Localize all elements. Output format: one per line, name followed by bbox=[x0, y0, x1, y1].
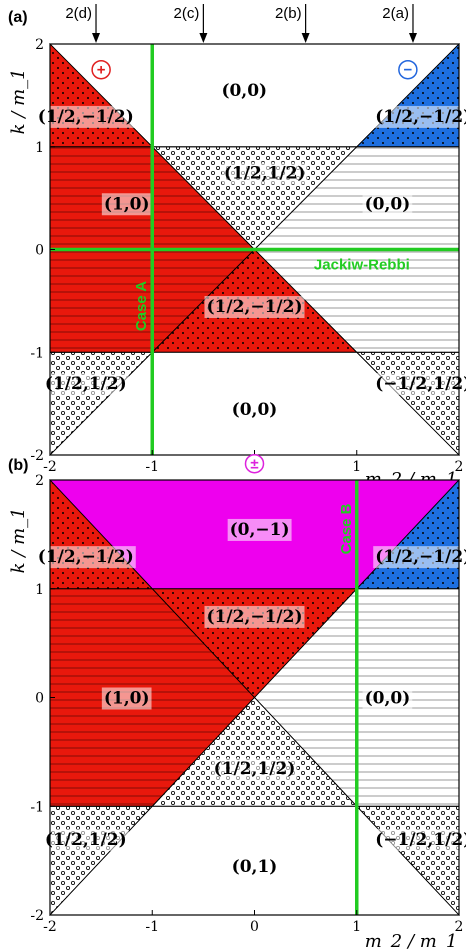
region-label-0: (0,0) bbox=[221, 81, 267, 101]
region-label-bg bbox=[373, 828, 466, 851]
marker-arrowhead-3 bbox=[408, 33, 417, 43]
region-label-bg bbox=[362, 687, 413, 710]
region-label-7: (1/2,−1/2) bbox=[207, 297, 303, 317]
region-label-2: (1/2,−1/2) bbox=[375, 547, 466, 567]
region-label-bg bbox=[204, 296, 305, 319]
region-label-3: (1,0) bbox=[104, 194, 150, 214]
marker-label-2: 2(b) bbox=[275, 5, 302, 22]
region-label-bg bbox=[204, 605, 305, 628]
x-tick-label: 0 bbox=[250, 919, 259, 935]
region-label-0: (0,−1) bbox=[230, 520, 290, 540]
symbol-circle-0 bbox=[244, 453, 265, 474]
symbol-circle-1 bbox=[398, 59, 418, 80]
x-tick-label: -2 bbox=[43, 919, 57, 935]
y-tick-label: 1 bbox=[35, 582, 44, 598]
region-label-1: (1/2,−1/2) bbox=[38, 107, 134, 127]
region-label-10: (−1/2,1/2) bbox=[375, 374, 466, 394]
y-axis-label: k / m_1 bbox=[8, 68, 29, 134]
y-tick-label: 0 bbox=[35, 243, 44, 259]
y-tick-label: 2 bbox=[35, 473, 44, 489]
region-label-9: (0,1) bbox=[232, 857, 278, 877]
region-label-bg bbox=[101, 193, 152, 216]
region-label-bg bbox=[35, 546, 136, 569]
region-label-bg bbox=[42, 828, 129, 851]
x-tick-label: 2 bbox=[455, 919, 464, 935]
y-tick-label: 1 bbox=[35, 140, 44, 156]
x-tick-label: -1 bbox=[145, 459, 159, 475]
region-label-bg bbox=[373, 373, 466, 396]
region-label-2: (1/2,−1/2) bbox=[375, 107, 466, 127]
region-label-bg bbox=[362, 193, 413, 216]
panel-label: (a) bbox=[8, 9, 28, 26]
x-tick-label: 1 bbox=[352, 919, 361, 935]
region-label-8: (−1/2,1/2) bbox=[375, 830, 466, 850]
marker-label-0: 2(d) bbox=[65, 5, 92, 22]
region-label-4: (1,0) bbox=[104, 689, 150, 709]
x-tick-label: -1 bbox=[145, 919, 159, 935]
region-label-bg bbox=[35, 105, 136, 128]
y-tick-label: 0 bbox=[35, 691, 44, 707]
symbol-0: + bbox=[97, 62, 106, 79]
region-label-9: (1/2,1/2) bbox=[45, 374, 127, 394]
y-tick-label: -1 bbox=[30, 345, 44, 361]
region-label-5: (0,0) bbox=[365, 194, 411, 214]
symbol-1: − bbox=[403, 62, 412, 79]
region-label-11: (0,0) bbox=[232, 400, 278, 420]
region-label-5: (0,0) bbox=[365, 689, 411, 709]
panel-a: (0,0) (1/2,−1/2) (1/2,−1/2) (1,0) (1/2,1/2) (… bbox=[8, 4, 466, 490]
region-label-bg bbox=[373, 105, 466, 128]
panel-label: (b) bbox=[8, 457, 28, 474]
y-tick-label: 2 bbox=[35, 37, 44, 53]
case-label-0: Case B bbox=[338, 503, 355, 554]
marker-arrowhead-2 bbox=[301, 33, 310, 43]
region-label-bg bbox=[219, 80, 270, 103]
marker-arrowhead-1 bbox=[199, 33, 208, 43]
region-label-bg bbox=[101, 687, 152, 710]
y-axis-label: k / m_1 bbox=[8, 507, 29, 573]
y-tick-label: -2 bbox=[30, 908, 44, 924]
region-label-bg bbox=[229, 398, 280, 421]
marker-label-1: 2(c) bbox=[174, 5, 200, 22]
region-label-bg bbox=[229, 856, 280, 879]
symbol-circle-0 bbox=[91, 59, 111, 80]
region-label-bg bbox=[221, 162, 308, 185]
y-tick-label: -1 bbox=[30, 799, 44, 815]
marker-arrowhead-0 bbox=[92, 33, 101, 43]
x-tick-label: 1 bbox=[352, 459, 361, 475]
case-label-0: Case A bbox=[133, 281, 150, 331]
region-label-bg bbox=[42, 373, 129, 396]
marker-label-3: 2(a) bbox=[382, 5, 409, 22]
x-tick-label: -2 bbox=[43, 459, 57, 475]
symbol-0: ± bbox=[250, 456, 258, 473]
region-label-6: (1/2,1/2) bbox=[214, 759, 296, 779]
case-label-1: Jackiw-Rebbi bbox=[314, 257, 410, 274]
x-axis-label: m_2 / m_1 bbox=[365, 931, 458, 950]
y-tick-label: -2 bbox=[30, 448, 44, 464]
region-label-bg bbox=[211, 758, 298, 781]
region-label-3: (1/2,−1/2) bbox=[207, 607, 303, 627]
x-tick-label: 2 bbox=[455, 459, 464, 475]
region-label-4: (1/2,1/2) bbox=[224, 163, 306, 183]
region-label-7: (1/2,1/2) bbox=[45, 830, 127, 850]
region-label-bg bbox=[227, 518, 292, 541]
region-label-1: (1/2,−1/2) bbox=[38, 547, 134, 567]
region-label-bg bbox=[373, 546, 466, 569]
panel-b: (0,−1) (1/2,−1/2) (1/2,−1/2) (1/2,−1/2) (1,0… bbox=[8, 453, 466, 950]
